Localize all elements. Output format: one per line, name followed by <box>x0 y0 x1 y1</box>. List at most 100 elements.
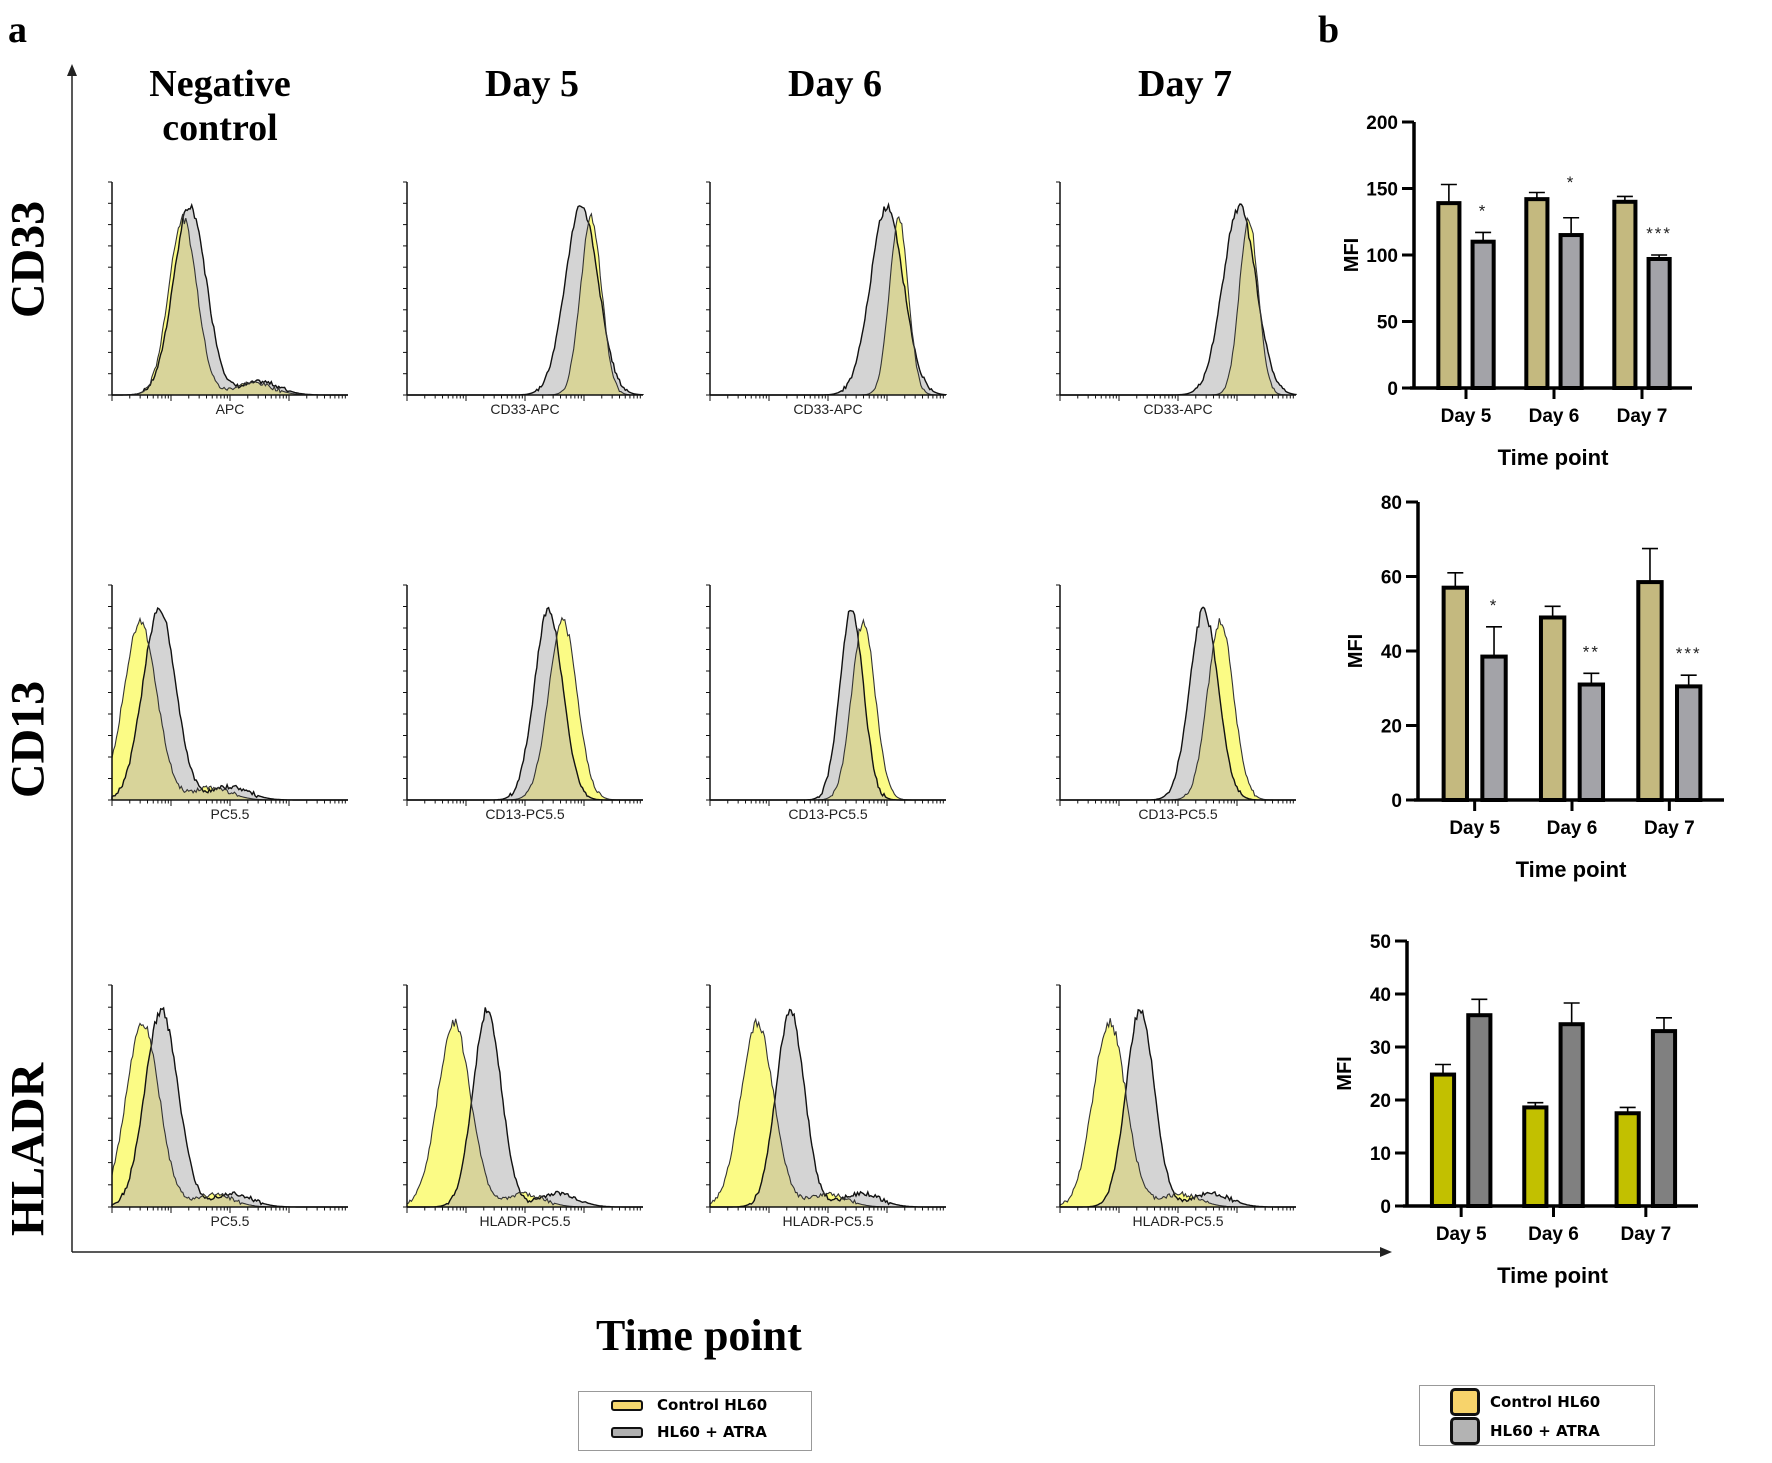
legend-b-label-atra: HL60 + ATRA <box>1490 1422 1600 1440</box>
bar-chart-hladr: 0 10 20 30 40 50 MFI Day 5 Day 6 Day 7 Time point <box>1334 932 1698 1288</box>
panel-b-legend: Control HL60 HL60 + ATRA <box>1419 1385 1655 1446</box>
histogram-overlap-fill <box>1060 1097 1296 1207</box>
bar-x-tick-label: Day 7 <box>1620 1224 1671 1245</box>
histogram-control-fill <box>407 617 643 800</box>
main-x-arrowhead <box>1380 1247 1392 1257</box>
bar-significance-marker: *** <box>1646 224 1672 243</box>
bar-x-tick-label: Day 5 <box>1441 406 1492 427</box>
bar-y-tick-label: 20 <box>1381 717 1402 738</box>
bar-x-axis-title: Time point <box>1498 445 1609 470</box>
bar-control-day-7 <box>1636 580 1664 803</box>
histogram-cd33-day-7: CD33-APC <box>1056 181 1297 417</box>
histogram-x-label: CD33-APC <box>1143 401 1212 417</box>
bar-x-tick-label: Day 5 <box>1436 1224 1487 1245</box>
column-header-negative-control: Negative control <box>149 63 291 149</box>
histogram-x-label: CD13-PC5.5 <box>788 806 868 822</box>
bar-significance-marker: *** <box>1676 644 1702 663</box>
bar-control-day-5 <box>1429 1072 1457 1209</box>
histogram-x-label: APC <box>216 401 245 417</box>
bar-y-tick-label: 30 <box>1370 1038 1391 1059</box>
panel-a-x-axis-title: Time point <box>596 1311 802 1360</box>
legend-b-swatch-atra <box>1450 1417 1480 1445</box>
histogram-overlap-fill <box>407 1106 643 1207</box>
panel-a-legend: Control HL60 HL60 + ATRA <box>578 1391 812 1451</box>
bar-atra-day-5 <box>1470 239 1496 390</box>
histogram-atra-fill <box>112 1008 348 1207</box>
histogram-x-label: HLADR-PC5.5 <box>1132 1213 1223 1229</box>
histogram-control-fill <box>1060 618 1296 800</box>
histogram-overlap-fill <box>1060 223 1296 395</box>
legend-b-label-control: Control HL60 <box>1490 1393 1601 1411</box>
bar-control-day-6 <box>1538 615 1567 802</box>
bar-chart-cd13: 0 20 40 60 80 MFI Day 5 * Day 6 ** Day 7 *** Time po… <box>1345 493 1724 882</box>
bar-y-axis-title: MFI <box>1341 238 1363 272</box>
histogram-atra-outline <box>1060 1008 1296 1208</box>
histogram-overlap-fill <box>112 645 348 800</box>
histogram-cd13-negative-control: PC5.5 <box>108 584 348 822</box>
legend-label-control: Control HL60 <box>657 1396 768 1414</box>
histogram-overlap-fill <box>710 231 946 395</box>
bar-y-tick-label: 50 <box>1377 313 1398 334</box>
histogram-overlap-fill <box>710 1102 946 1207</box>
bar-x-tick-label: Day 7 <box>1644 818 1695 839</box>
bar-y-tick-label: 0 <box>1387 379 1398 400</box>
bar-atra-day-7 <box>1646 256 1672 390</box>
histogram-hladr-day-5: HLADR-PC5.5 <box>403 984 643 1229</box>
histogram-x-label: HLADR-PC5.5 <box>782 1213 873 1229</box>
legend-swatch-control <box>611 1399 643 1411</box>
bar-y-tick-label: 200 <box>1366 113 1398 134</box>
bar-atra-day-6 <box>1558 1022 1585 1208</box>
column-header-day-5: Day 5 <box>485 63 579 105</box>
bar-y-axis-title: MFI <box>1345 634 1367 668</box>
bar-control-day-6 <box>1522 1105 1549 1209</box>
bar-y-tick-label: 50 <box>1370 932 1391 953</box>
histogram-cd13-day-6: CD13-PC5.5 <box>706 584 946 822</box>
bar-x-tick-label: Day 5 <box>1449 818 1500 839</box>
bar-x-axis-title: Time point <box>1497 1263 1608 1288</box>
bar-x-tick-label: Day 6 <box>1547 818 1598 839</box>
bar-control-day-6 <box>1524 197 1550 390</box>
histogram-x-label: CD33-APC <box>490 401 559 417</box>
bar-atra-day-7 <box>1650 1029 1678 1208</box>
histogram-x-label: CD13-PC5.5 <box>485 806 565 822</box>
bar-x-tick-label: Day 6 <box>1529 406 1580 427</box>
histogram-x-label: CD13-PC5.5 <box>1138 806 1218 822</box>
panel-a-label: a <box>8 9 27 51</box>
bar-y-tick-label: 150 <box>1366 180 1398 201</box>
bar-significance-marker: ** <box>1583 642 1600 661</box>
histogram-cd13-day-5: CD13-PC5.5 <box>403 584 643 822</box>
panel-b-label: b <box>1318 9 1340 51</box>
histogram-cd33-negative-control: APC <box>108 181 348 417</box>
histogram-x-label: PC5.5 <box>211 1213 250 1229</box>
bar-y-tick-label: 0 <box>1391 791 1402 812</box>
legend-b-item-control: Control HL60 <box>1450 1388 1600 1416</box>
histogram-hladr-negative-control: PC5.5 <box>108 984 348 1229</box>
histogram-x-label: PC5.5 <box>211 806 250 822</box>
bar-control-day-7 <box>1612 199 1638 390</box>
bar-y-tick-label: 40 <box>1381 642 1402 663</box>
bar-atra-day-6 <box>1577 682 1606 803</box>
bar-chart-cd33: 0 50 100 150 200 MFI Day 5 * Day 6 * Day 7 *** Time … <box>1341 113 1692 470</box>
bar-atra-day-5 <box>1466 1013 1493 1209</box>
histogram-overlap-fill <box>112 218 348 395</box>
bar-atra-day-5 <box>1480 654 1508 803</box>
bar-y-axis-title: MFI <box>1334 1056 1356 1090</box>
histogram-x-label: HLADR-PC5.5 <box>479 1213 570 1229</box>
bar-y-tick-label: 20 <box>1370 1091 1391 1112</box>
bar-x-tick-label: Day 6 <box>1528 1224 1579 1245</box>
bar-control-day-5 <box>1436 201 1462 390</box>
legend-swatch-atra <box>611 1426 643 1438</box>
bar-x-tick-label: Day 7 <box>1617 406 1668 427</box>
legend-b-swatch-control <box>1450 1388 1480 1416</box>
histogram-cd33-day-6: CD33-APC <box>706 181 947 417</box>
bar-x-axis-title: Time point <box>1516 857 1627 882</box>
histogram-overlap-fill <box>407 223 643 395</box>
bar-y-tick-label: 40 <box>1370 985 1391 1006</box>
bar-atra-day-7 <box>1675 684 1703 803</box>
bar-atra-day-6 <box>1558 233 1584 390</box>
bar-y-tick-label: 60 <box>1381 568 1402 589</box>
histogram-atra-outline <box>407 1007 643 1208</box>
